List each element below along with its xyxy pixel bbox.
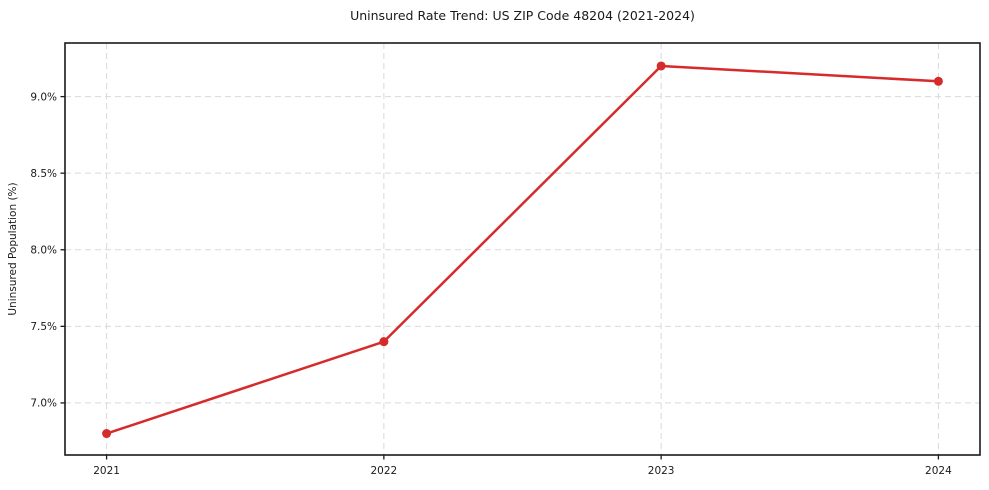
y-tick-label: 9.0%: [30, 91, 57, 103]
x-tick-label: 2024: [925, 465, 952, 477]
y-tick-label: 8.0%: [30, 244, 57, 256]
plot-area: [65, 43, 980, 455]
y-tick-label: 8.5%: [30, 168, 57, 180]
x-tick-label: 2023: [648, 465, 675, 477]
data-point-marker: [656, 61, 666, 71]
data-point-marker: [102, 429, 112, 439]
series-line: [105, 64, 940, 435]
x-tick-label: 2022: [370, 465, 397, 477]
data-point-marker: [379, 337, 389, 347]
plot-border: [64, 42, 981, 456]
chart-title: Uninsured Rate Trend: US ZIP Code 48204 …: [350, 8, 695, 23]
y-tick-label: 7.5%: [30, 321, 57, 333]
x-axis: 2021 2022 2023 2024: [93, 455, 952, 477]
grid-lines: [65, 43, 980, 455]
x-tick-label: 2021: [93, 465, 120, 477]
y-axis: 7.0% 7.5% 8.0% 8.5% 9.0%: [30, 91, 65, 410]
data-point-marker: [933, 76, 943, 86]
y-tick-label: 7.0%: [30, 398, 57, 410]
